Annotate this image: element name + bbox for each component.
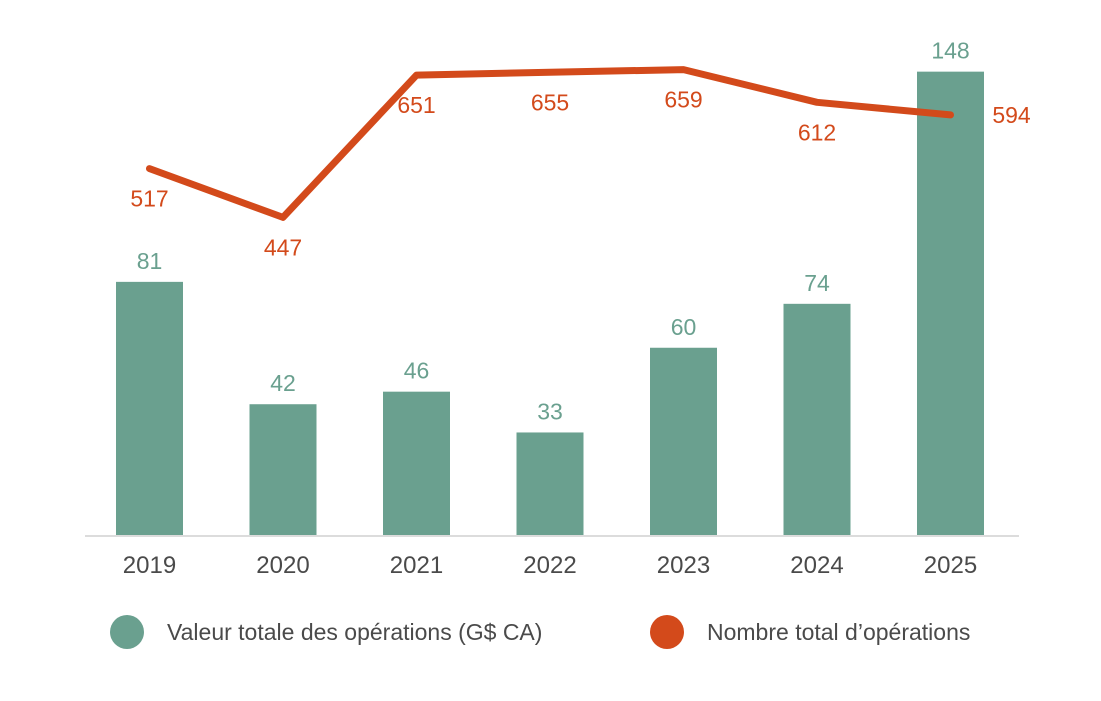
line-data-label: 612	[798, 119, 836, 145]
bar	[783, 303, 851, 536]
line-data-label: 651	[397, 92, 435, 118]
bar-data-label: 33	[537, 398, 563, 424]
x-axis-tick-label: 2019	[123, 552, 176, 579]
bar-data-label: 81	[137, 248, 163, 274]
x-axis-tick-label: 2020	[256, 552, 309, 579]
legend-label-bar-series: Valeur totale des opérations (G$ CA)	[167, 618, 543, 645]
bar	[516, 432, 584, 536]
line-data-label: 655	[531, 89, 569, 115]
x-axis-tick-label: 2021	[390, 552, 443, 579]
bar	[383, 391, 450, 536]
bar-data-label: 46	[404, 358, 430, 384]
bar	[116, 281, 183, 536]
line-data-label: 659	[664, 87, 702, 113]
chart-legend: Valeur totale des opérations (G$ CA) Nom…	[0, 611, 1101, 653]
line-data-label: 447	[264, 234, 302, 260]
x-axis-tick-label: 2025	[924, 552, 977, 579]
line-series	[146, 66, 954, 221]
line-series-swatch-icon	[650, 615, 684, 649]
legend-item-line-series: Nombre total d’opérations	[650, 611, 970, 653]
x-axis-tick-label: 2024	[790, 552, 843, 579]
legend-label-line-series: Nombre total d’opérations	[707, 618, 971, 645]
bar	[917, 71, 984, 537]
bar-series-swatch-icon	[110, 615, 144, 649]
x-axis-tick-label: 2023	[657, 552, 710, 579]
bar-data-label: 60	[671, 314, 697, 340]
bar	[650, 347, 717, 536]
bar-data-label: 148	[931, 38, 969, 64]
bar-data-label: 42	[270, 370, 296, 396]
x-axis-tick-label: 2022	[523, 552, 576, 579]
bar	[249, 404, 317, 536]
legend-item-bar-series: Valeur totale des opérations (G$ CA)	[110, 611, 542, 653]
line-data-label: 517	[130, 186, 168, 212]
line-data-label: 594	[992, 102, 1031, 128]
bar-data-label: 74	[804, 270, 830, 296]
